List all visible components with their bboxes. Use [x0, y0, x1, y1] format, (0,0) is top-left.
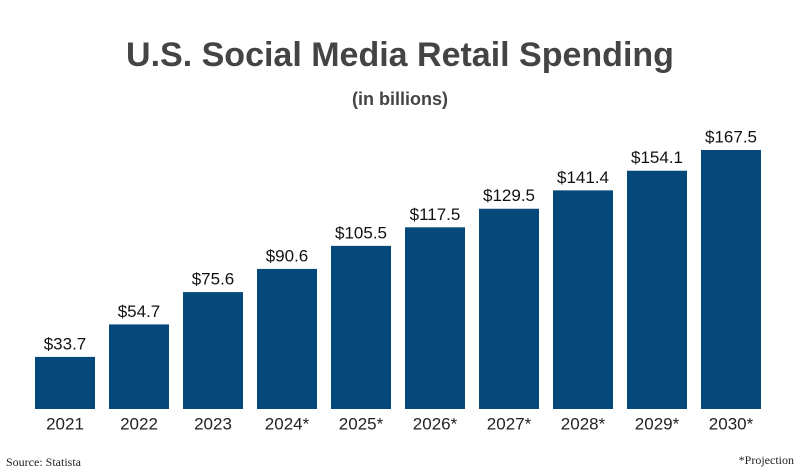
x-tick-label: 2030* [709, 414, 754, 433]
x-tick-label: 2028* [561, 414, 606, 433]
x-tick-label: 2024* [265, 414, 310, 433]
value-label: $75.6 [192, 270, 235, 289]
value-label: $90.6 [266, 246, 309, 265]
bar [109, 324, 169, 409]
x-tick-label: 2023 [194, 414, 232, 433]
bar [183, 292, 243, 409]
value-label: $54.7 [118, 302, 161, 321]
x-tick-label: 2027* [487, 414, 532, 433]
value-label: $33.7 [44, 334, 87, 353]
bar [331, 245, 391, 409]
value-label: $167.5 [705, 127, 757, 146]
x-tick-label: 2026* [413, 414, 458, 433]
x-tick-label: 2022 [120, 414, 158, 433]
note: *Projection [739, 453, 794, 467]
bar [35, 356, 95, 409]
bar [479, 208, 539, 409]
value-label: $105.5 [335, 223, 387, 242]
bar [627, 170, 687, 409]
bar [553, 190, 613, 409]
value-label: $129.5 [483, 186, 535, 205]
x-tick-label: 2029* [635, 414, 680, 433]
value-label: $141.4 [557, 168, 609, 187]
bar [257, 268, 317, 409]
chart-title: U.S. Social Media Retail Spending [126, 36, 674, 74]
value-label: $117.5 [410, 205, 461, 224]
bar [701, 150, 761, 409]
value-label: $154.1 [631, 148, 683, 167]
bar [405, 227, 465, 409]
source: Source: Statista [6, 455, 82, 469]
x-tick-label: 2021 [46, 414, 84, 433]
chart-subtitle: (in billions) [352, 89, 448, 109]
x-tick-label: 2025* [339, 414, 384, 433]
